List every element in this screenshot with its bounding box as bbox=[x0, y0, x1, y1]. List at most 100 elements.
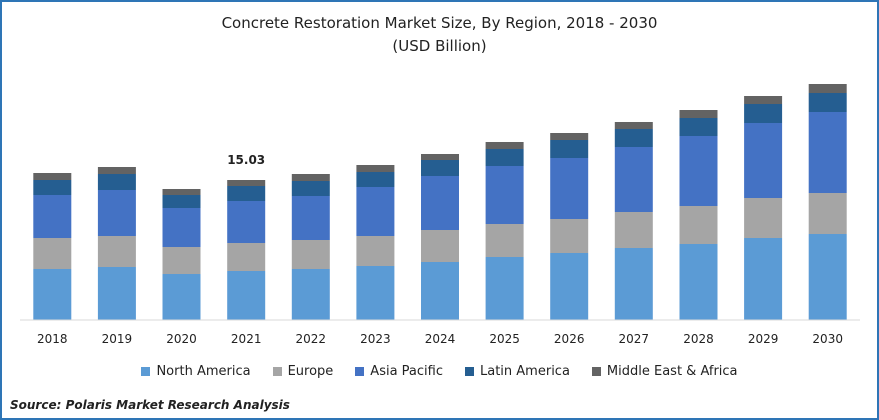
x-tick-label: 2023 bbox=[360, 332, 391, 346]
bar-segment-europe-2022 bbox=[291, 240, 330, 269]
bar-segment-north-america-2018 bbox=[33, 269, 72, 320]
chart-subtitle: (USD Billion) bbox=[392, 37, 487, 55]
x-tick-label: 2019 bbox=[102, 332, 133, 346]
bar-segment-asia-pacific-2025 bbox=[485, 166, 524, 224]
bar-segment-europe-2027 bbox=[614, 212, 653, 248]
bar-segment-europe-2023 bbox=[356, 236, 395, 266]
bar-segment-asia-pacific-2029 bbox=[744, 123, 783, 198]
bar-segment-middle-east-africa-2020 bbox=[162, 189, 201, 195]
x-tick-label: 2027 bbox=[619, 332, 650, 346]
bar-segment-north-america-2019 bbox=[97, 267, 136, 320]
x-tick-label: 2026 bbox=[554, 332, 585, 346]
bar-segment-latin-america-2023 bbox=[356, 172, 395, 187]
bar-segment-europe-2026 bbox=[550, 219, 589, 253]
bar-segment-asia-pacific-2027 bbox=[614, 147, 653, 212]
bar-segment-europe-2019 bbox=[97, 236, 136, 267]
bar-segment-asia-pacific-2023 bbox=[356, 187, 395, 236]
bar-segment-asia-pacific-2021 bbox=[227, 201, 266, 243]
legend-label: Asia Pacific bbox=[370, 364, 443, 379]
bar-segment-middle-east-africa-2024 bbox=[421, 154, 459, 160]
bar-segment-asia-pacific-2019 bbox=[97, 190, 136, 236]
source-note: Source: Polaris Market Research Analysis bbox=[10, 398, 290, 412]
bar-segment-middle-east-africa-2027 bbox=[614, 122, 653, 129]
bar-segment-asia-pacific-2028 bbox=[679, 136, 718, 206]
bar-segment-europe-2021 bbox=[227, 243, 266, 271]
bar-segment-latin-america-2026 bbox=[550, 140, 589, 158]
bar-segment-north-america-2022 bbox=[291, 269, 330, 320]
bar-segment-middle-east-africa-2023 bbox=[356, 165, 395, 172]
x-tick-label: 2021 bbox=[231, 332, 262, 346]
bar-segment-latin-america-2025 bbox=[485, 149, 524, 166]
bar-segment-north-america-2024 bbox=[421, 262, 459, 320]
bar-segment-north-america-2021 bbox=[227, 271, 266, 320]
bar-segment-north-america-2026 bbox=[550, 253, 589, 320]
bar-segment-asia-pacific-2022 bbox=[291, 196, 330, 240]
x-tick-label: 2020 bbox=[166, 332, 197, 346]
legend: North America Europe Asia Pacific Latin … bbox=[2, 364, 877, 379]
legend-label: Europe bbox=[287, 364, 334, 379]
bar-segment-europe-2028 bbox=[679, 206, 718, 244]
legend-label: Latin America bbox=[480, 364, 570, 379]
bar-segment-middle-east-africa-2021 bbox=[227, 180, 266, 186]
bar-segment-latin-america-2027 bbox=[614, 129, 653, 147]
bar-segment-latin-america-2029 bbox=[744, 104, 783, 123]
bar-segment-europe-2024 bbox=[421, 230, 459, 262]
bar-segment-middle-east-africa-2022 bbox=[291, 174, 330, 181]
legend-item-asia-pacific: Asia Pacific bbox=[355, 364, 443, 379]
data-label-2021: 15.03 bbox=[227, 153, 265, 167]
x-tick-label: 2024 bbox=[425, 332, 456, 346]
bar-segment-middle-east-africa-2030 bbox=[808, 84, 847, 93]
bar-segment-europe-2020 bbox=[162, 247, 201, 274]
bar-segment-middle-east-africa-2019 bbox=[97, 167, 136, 174]
bar-segment-latin-america-2022 bbox=[291, 181, 330, 196]
legend-item-north-america: North America bbox=[141, 364, 251, 379]
bar-segment-latin-america-2030 bbox=[808, 93, 847, 112]
legend-swatch bbox=[465, 367, 474, 376]
legend-item-europe: Europe bbox=[272, 364, 334, 379]
legend-item-middle-east-africa: Middle East & Africa bbox=[591, 364, 738, 379]
bar-segment-asia-pacific-2018 bbox=[33, 195, 72, 238]
bar-segment-middle-east-africa-2028 bbox=[679, 110, 718, 118]
bar-segment-latin-america-2021 bbox=[227, 186, 266, 201]
legend-label: North America bbox=[156, 364, 251, 379]
bar-segment-latin-america-2028 bbox=[679, 118, 718, 136]
x-tick-label: 2025 bbox=[489, 332, 520, 346]
bar-segment-middle-east-africa-2025 bbox=[485, 142, 524, 149]
bar-segment-asia-pacific-2020 bbox=[162, 208, 201, 247]
bar-segment-asia-pacific-2024 bbox=[421, 176, 459, 230]
bar-segment-north-america-2023 bbox=[356, 266, 395, 320]
legend-item-latin-america: Latin America bbox=[465, 364, 570, 379]
annotations: 15.03 bbox=[227, 153, 265, 167]
x-tick-label: 2022 bbox=[296, 332, 327, 346]
x-tick-labels: 2018 2019 2020 2021 2022 2023 2024 2025 2026 2027… bbox=[37, 332, 843, 346]
bar-segment-asia-pacific-2026 bbox=[550, 158, 589, 219]
x-tick-label: 2018 bbox=[37, 332, 68, 346]
bar-segment-middle-east-africa-2026 bbox=[550, 133, 589, 140]
bar-segment-asia-pacific-2030 bbox=[808, 112, 847, 193]
x-tick-label: 2029 bbox=[748, 332, 779, 346]
legend-label: Middle East & Africa bbox=[606, 364, 738, 379]
bar-segment-north-america-2029 bbox=[744, 238, 783, 320]
bars-group bbox=[33, 84, 847, 320]
bar-segment-north-america-2025 bbox=[485, 257, 524, 320]
bar-segment-north-america-2020 bbox=[162, 274, 201, 320]
bar-segment-north-america-2030 bbox=[808, 234, 847, 320]
bar-segment-north-america-2028 bbox=[679, 244, 718, 320]
legend-swatch bbox=[355, 367, 365, 376]
legend-swatch bbox=[591, 367, 601, 376]
bar-segment-latin-america-2019 bbox=[97, 174, 136, 190]
bar-segment-middle-east-africa-2018 bbox=[33, 173, 72, 180]
bar-segment-europe-2029 bbox=[744, 198, 783, 238]
bar-segment-latin-america-2020 bbox=[162, 195, 201, 208]
legend-swatch bbox=[272, 367, 282, 376]
bar-segment-latin-america-2024 bbox=[421, 160, 459, 176]
bar-segment-north-america-2027 bbox=[614, 248, 653, 320]
bar-segment-latin-america-2018 bbox=[33, 180, 72, 195]
bar-segment-europe-2018 bbox=[33, 238, 72, 269]
bar-segment-middle-east-africa-2029 bbox=[744, 96, 783, 104]
legend-swatch bbox=[141, 367, 151, 376]
bar-segment-europe-2025 bbox=[485, 224, 524, 257]
bar-segment-europe-2030 bbox=[808, 193, 847, 234]
